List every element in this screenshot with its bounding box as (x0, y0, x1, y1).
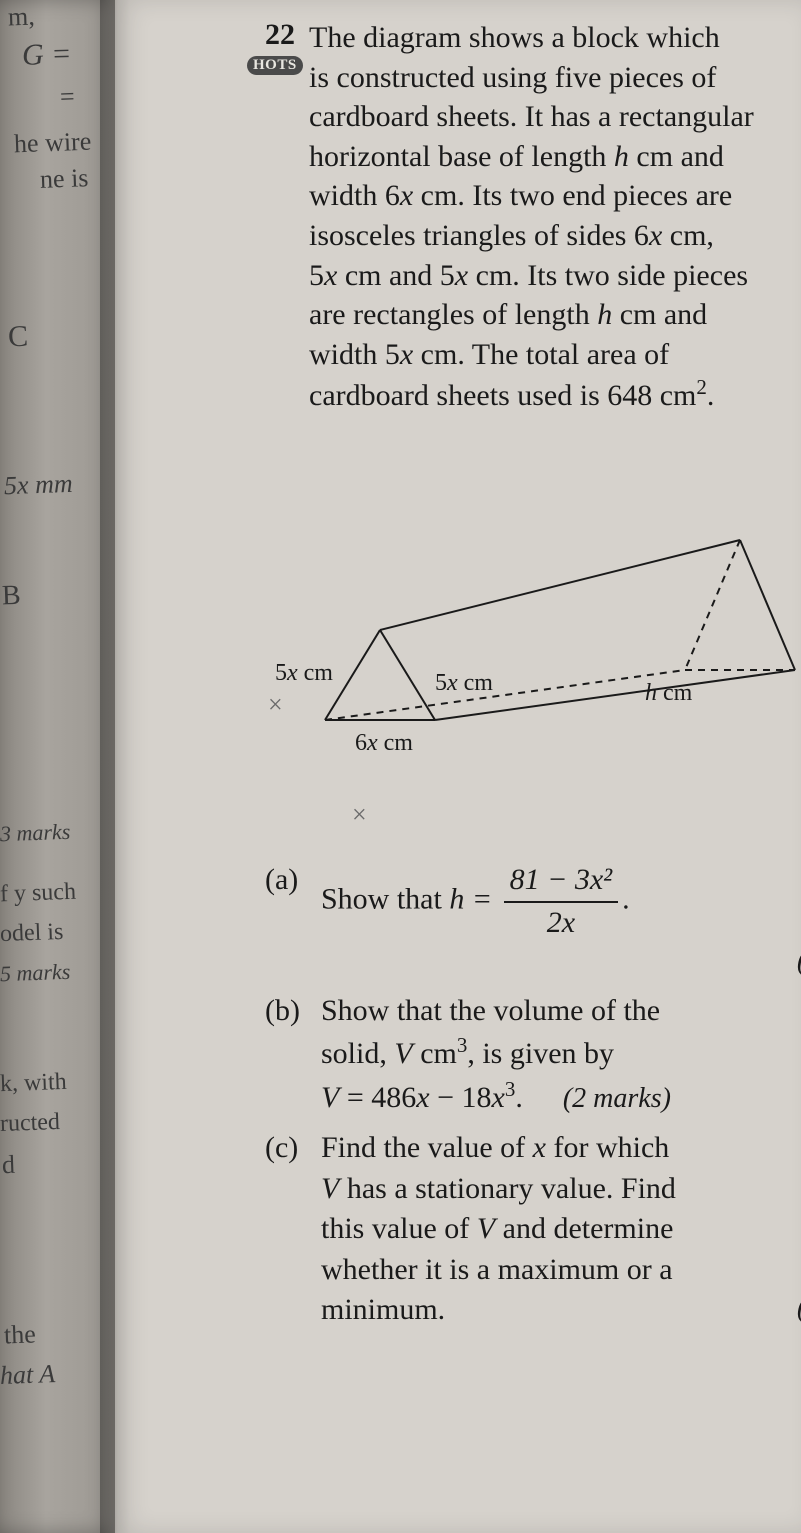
part-a-lhs: h = (449, 882, 499, 915)
svg-text:5x cm: 5x cm (275, 660, 333, 686)
left-page-fragment: f y such (0, 879, 76, 909)
left-page-sliver: m, G = = he wirene is C 5x mm B 3 marks f y such… (0, 0, 115, 1533)
part-c-line: Find the value of x for which (321, 1128, 801, 1169)
part-c-label: (c) (265, 1128, 321, 1331)
part-a-lead: Show that (321, 882, 449, 915)
left-page-fragment: = (59, 82, 75, 112)
part-a-text: Show that h = 81 − 3x²2x. (2 marks) (321, 860, 801, 981)
part-c-line: V has a stationary value. Find (321, 1169, 801, 1210)
body-line: 5x cm and 5x cm. Its two side pieces (309, 256, 801, 296)
left-page-fragment: ructed (0, 1109, 60, 1138)
body-line: cardboard sheets. It has a rectangular (309, 97, 801, 137)
svg-text:6x cm: 6x cm (355, 730, 413, 756)
question-parts: (a) Show that h = 81 − 3x²2x. (2 marks) … (265, 860, 801, 1341)
left-page-fragment: 3 marks (0, 819, 71, 847)
part-b-text: Show that the volume of thesolid, V cm3,… (321, 991, 801, 1119)
part-c-line: minimum.(4 marks) (321, 1290, 801, 1331)
part-a: (a) Show that h = 81 − 3x²2x. (2 marks) (265, 860, 801, 981)
left-page-fragment: 5 marks (0, 959, 71, 987)
left-page-fragment: B (1, 580, 21, 613)
part-a-marks: (2 marks) (321, 943, 801, 981)
main-page: 22 HOTS The diagram shows a block whichi… (115, 0, 801, 1533)
frac-numerator: 81 − 3x² (504, 860, 619, 903)
part-a-tail: . (622, 882, 630, 915)
part-b-equation: V = 486x − 18x3.(2 marks) (321, 1075, 801, 1119)
pencil-annotation: × (352, 800, 367, 830)
left-page-fragment: odel is (0, 919, 64, 948)
body-line: are rectangles of length h cm and (309, 295, 801, 335)
left-page-fragment: 5x mm (3, 469, 73, 501)
left-page-fragment: hat A (0, 1359, 56, 1391)
left-page-fragment: k, with (0, 1069, 67, 1098)
left-page-fragment: d (1, 1150, 15, 1180)
question-body: The diagram shows a block whichis constr… (309, 18, 801, 416)
part-b-label: (b) (265, 991, 321, 1119)
left-page-fragment: C (7, 320, 28, 355)
part-c-text: Find the value of x for whichV has a sta… (321, 1128, 801, 1331)
body-line: The diagram shows a block which (309, 18, 801, 58)
book-spine-shadow (100, 0, 130, 1533)
body-line: horizontal base of length h cm and (309, 137, 801, 177)
svg-text:h cm: h cm (645, 680, 693, 706)
body-line: is constructed using five pieces of (309, 58, 801, 98)
part-b: (b) Show that the volume of thesolid, V … (265, 991, 801, 1119)
svg-text:5x cm: 5x cm (435, 670, 493, 696)
left-page-fragment: the (3, 1319, 36, 1350)
part-a-fraction: 81 − 3x²2x (504, 860, 619, 943)
left-page-fragment: he wire (14, 127, 92, 160)
left-page-fragment: m, (7, 2, 35, 33)
body-line: width 5x cm. The total area of (309, 335, 801, 375)
part-c-line: this value of V and determine (321, 1209, 801, 1250)
part-b-line: Show that the volume of the (321, 991, 801, 1032)
part-c-line: whether it is a maximum or a (321, 1250, 801, 1291)
left-page-fragment: ne is (39, 163, 88, 195)
body-line: isosceles triangles of sides 6x cm, (309, 216, 801, 256)
body-line: width 6x cm. Its two end pieces are (309, 176, 801, 216)
body-line: cardboard sheets used is 648 cm2. (309, 374, 801, 416)
pencil-annotation: × (268, 690, 283, 720)
part-c: (c) Find the value of x for whichV has a… (265, 1128, 801, 1331)
prism-diagram: 5x cm 5x cm 6x cm h cm (265, 500, 801, 760)
part-b-line: solid, V cm3, is given by (321, 1031, 801, 1075)
question-number: 22 (265, 18, 295, 52)
part-a-label: (a) (265, 860, 321, 981)
left-page-fragment: G = (21, 37, 72, 73)
frac-denominator: 2x (504, 903, 619, 944)
hots-badge: HOTS (247, 56, 303, 75)
